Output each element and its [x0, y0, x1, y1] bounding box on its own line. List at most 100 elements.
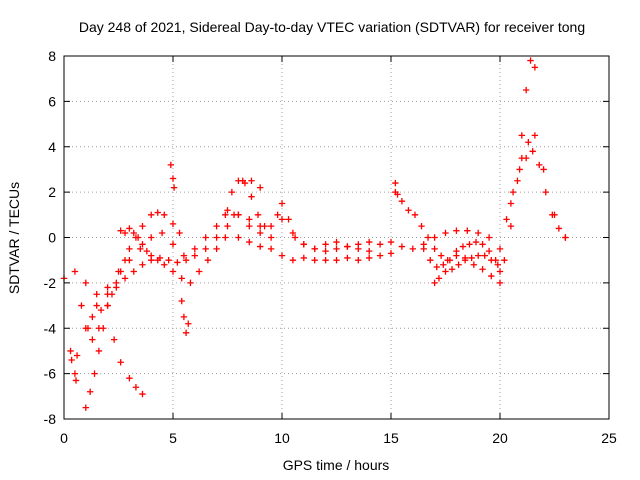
data-point	[182, 256, 190, 264]
data-point	[405, 207, 412, 214]
data-point	[394, 191, 401, 198]
data-point	[488, 256, 495, 264]
data-point	[507, 222, 515, 230]
data-point	[274, 211, 281, 219]
data-point	[154, 209, 161, 216]
data-point	[472, 238, 480, 246]
series-track-4	[84, 211, 264, 332]
series-track-6	[222, 177, 373, 255]
data-point	[148, 234, 155, 241]
data-point	[448, 266, 456, 273]
data-point	[516, 166, 523, 173]
data-point	[222, 234, 229, 241]
data-point	[161, 261, 168, 268]
data-point	[180, 313, 188, 321]
data-point	[230, 211, 238, 219]
data-point	[174, 259, 181, 266]
data-point	[322, 256, 329, 264]
data-point	[267, 234, 275, 241]
data-point	[137, 245, 144, 253]
data-point	[509, 188, 517, 196]
data-point	[180, 252, 188, 259]
data-point	[392, 179, 399, 187]
data-point	[117, 227, 124, 234]
x-tick-label: 10	[274, 430, 290, 446]
data-point	[139, 261, 146, 268]
y-tick-label: -2	[44, 275, 57, 291]
data-point	[139, 390, 146, 398]
data-point	[257, 243, 264, 250]
y-tick-label: -4	[44, 320, 57, 336]
data-point	[82, 404, 89, 411]
data-point	[241, 179, 249, 187]
data-point	[104, 291, 111, 298]
data-point	[228, 188, 236, 196]
data-point	[278, 200, 286, 207]
y-tick-label: -8	[44, 411, 57, 427]
data-point	[300, 241, 307, 248]
data-point	[191, 252, 198, 259]
data-point	[300, 254, 307, 262]
y-tick-label: 8	[48, 48, 56, 64]
data-point	[148, 211, 155, 219]
x-tick-label: 15	[383, 430, 399, 446]
data-point	[176, 229, 183, 237]
data-point	[121, 275, 129, 282]
data-point	[78, 302, 85, 309]
data-point	[344, 254, 351, 262]
data-point	[235, 234, 242, 241]
data-point	[514, 177, 521, 184]
data-point	[475, 252, 482, 259]
data-point	[191, 245, 198, 253]
data-point	[322, 247, 329, 255]
data-point	[169, 268, 177, 275]
data-point	[464, 227, 471, 234]
data-point	[525, 139, 532, 146]
data-point	[257, 184, 264, 191]
data-point	[501, 256, 508, 264]
data-point	[126, 374, 133, 382]
data-point	[224, 222, 231, 230]
data-point	[376, 241, 384, 248]
data-point	[113, 284, 120, 291]
data-point	[195, 268, 203, 275]
data-point	[121, 229, 129, 237]
data-point	[134, 234, 142, 241]
data-point	[409, 245, 416, 253]
data-point	[431, 245, 438, 253]
data-point	[433, 263, 440, 271]
data-point	[289, 256, 297, 264]
data-point	[522, 154, 530, 162]
data-point	[366, 238, 373, 246]
data-point	[267, 245, 275, 253]
data-point	[529, 148, 536, 155]
data-point	[104, 302, 111, 309]
data-point	[355, 256, 362, 264]
data-point	[86, 388, 94, 395]
data-point	[494, 261, 502, 268]
y-tick-label: 4	[48, 139, 56, 155]
data-point	[446, 256, 454, 264]
data-point	[453, 227, 460, 234]
y-axis-label: SDTVAR / TECUs	[6, 182, 22, 294]
data-point	[322, 241, 329, 248]
y-tick-label: 6	[48, 93, 56, 109]
data-point	[427, 256, 434, 264]
data-point	[170, 184, 178, 191]
data-point	[461, 256, 469, 264]
series-track-3	[82, 209, 183, 411]
data-points-layer	[60, 57, 569, 411]
data-point	[481, 252, 488, 259]
data-point	[130, 229, 137, 237]
data-point	[182, 329, 190, 336]
data-point	[536, 161, 543, 169]
series-track-9	[420, 238, 504, 275]
data-point	[161, 211, 168, 219]
data-point	[235, 177, 242, 184]
data-point	[311, 256, 318, 264]
data-point	[104, 284, 111, 291]
data-point	[531, 132, 539, 139]
data-point	[376, 252, 384, 259]
data-point	[267, 222, 275, 230]
